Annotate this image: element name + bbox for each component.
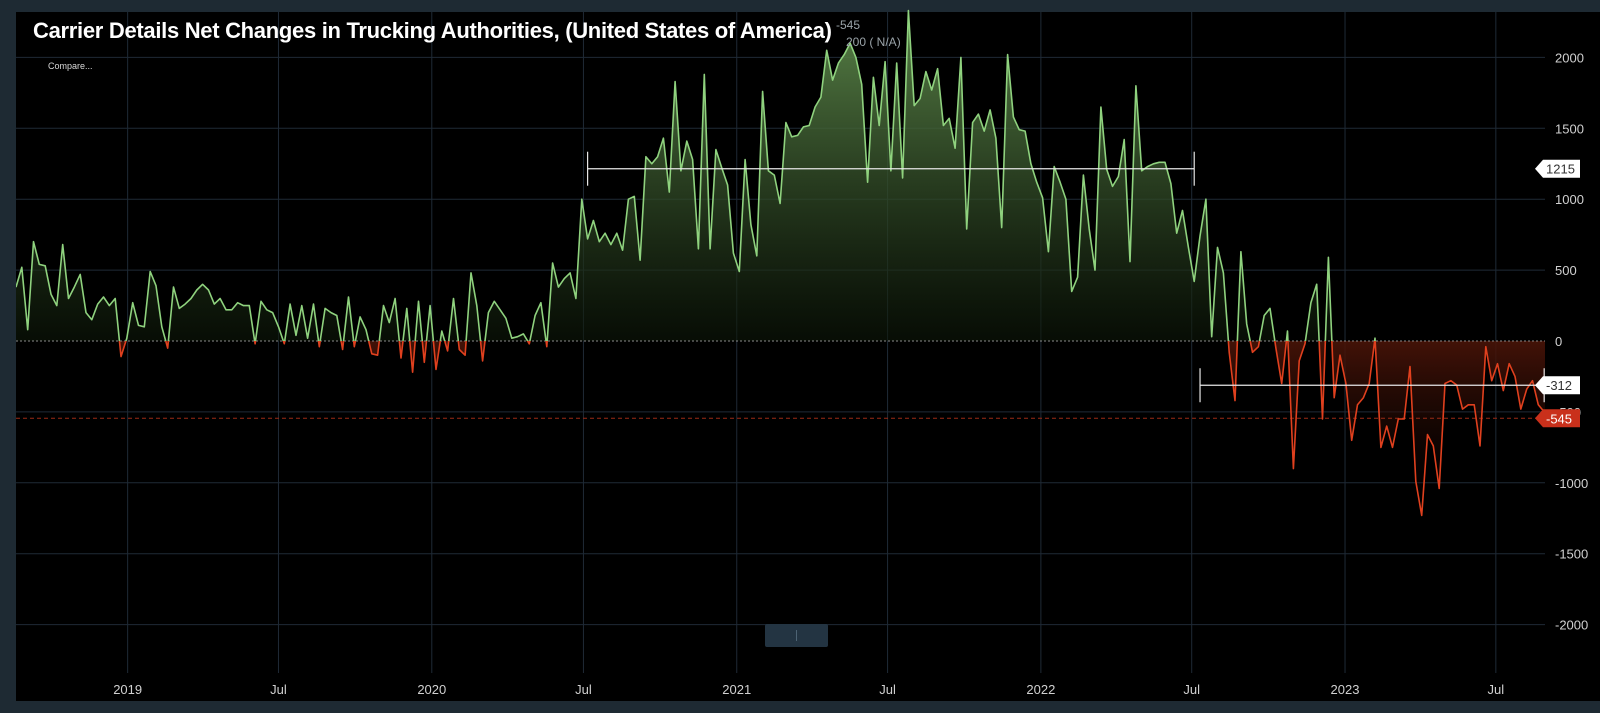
y-tick-label: -2000: [1555, 618, 1588, 633]
series-line-negative: [118, 341, 1545, 517]
x-tick-label: 2023: [1331, 682, 1360, 697]
average-line-0: [587, 151, 1195, 186]
badge-shape: [1535, 409, 1580, 428]
average-value-badge: -312: [1535, 376, 1580, 395]
x-tick-label: 2019: [113, 682, 142, 697]
chart-title: Carrier Details Net Changes in Trucking …: [33, 18, 832, 43]
average-value-badge: 1215: [1535, 159, 1580, 178]
x-tick-label: Jul: [270, 682, 287, 697]
x-tick-label: 2020: [417, 682, 446, 697]
positive-area: [16, 10, 1545, 341]
time-range-scroll-handle[interactable]: [765, 624, 828, 647]
compare-button[interactable]: Compare...: [48, 61, 93, 71]
y-tick-label: 1000: [1555, 192, 1584, 207]
y-tick-label: 2000: [1555, 50, 1584, 65]
badge-shape: [1535, 159, 1580, 178]
badge-label: -312: [1546, 378, 1572, 393]
x-tick-label: 2021: [722, 682, 751, 697]
negative-area: [16, 341, 1545, 516]
x-tick-label: Jul: [1488, 682, 1505, 697]
y-tick-label: -1000: [1555, 476, 1588, 491]
last-value-badge: -545: [1535, 409, 1580, 428]
y-tick-label: 1500: [1555, 121, 1584, 136]
badge-label: -545: [1546, 411, 1572, 426]
series-line-positive: [16, 9, 1376, 341]
badge-shape: [1535, 376, 1580, 395]
grip-icon: [796, 630, 797, 641]
last-value-readout: -545: [836, 18, 861, 32]
y-tick-label: 500: [1555, 263, 1577, 278]
change-readout: 200 ( N/A): [846, 35, 901, 49]
x-tick-label: Jul: [1183, 682, 1200, 697]
x-tick-label: 2022: [1026, 682, 1055, 697]
y-tick-label: 0: [1555, 334, 1562, 349]
x-tick-label: Jul: [575, 682, 592, 697]
x-tick-label: Jul: [879, 682, 896, 697]
badge-label: 1215: [1546, 162, 1575, 177]
y-tick-label: -1500: [1555, 547, 1588, 562]
